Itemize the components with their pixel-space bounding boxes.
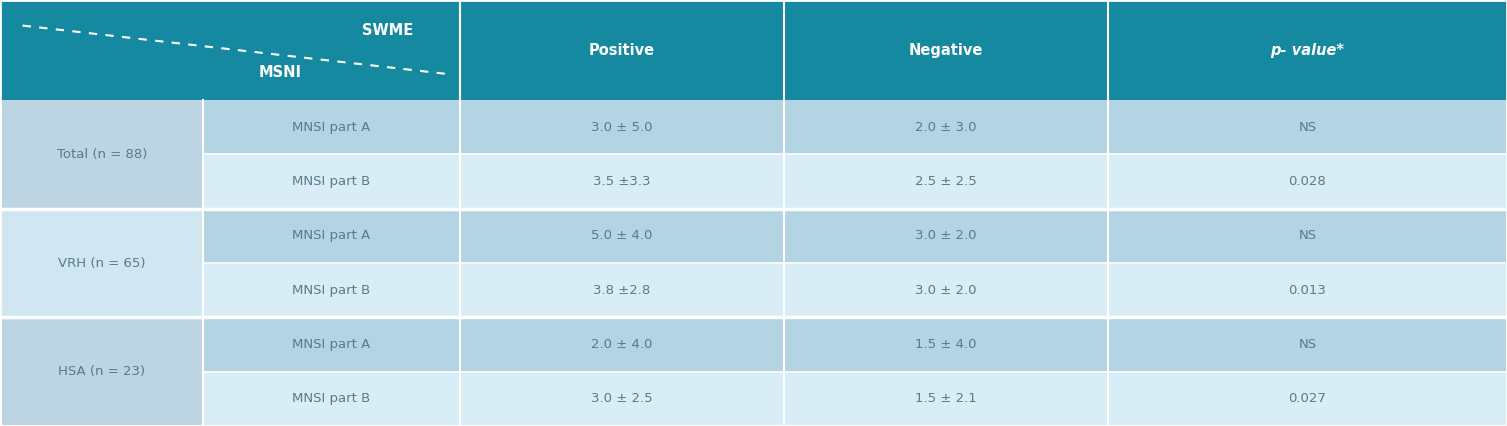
Text: MNSI part A: MNSI part A: [292, 338, 371, 351]
Text: NS: NS: [1298, 338, 1317, 351]
Text: MSNI: MSNI: [259, 65, 301, 80]
Bar: [0, 209, 203, 263]
Bar: [0, 155, 203, 209]
Text: SWME: SWME: [362, 23, 413, 37]
Text: 3.0 ± 5.0: 3.0 ± 5.0: [591, 121, 653, 134]
Text: MNSI part A: MNSI part A: [292, 229, 371, 242]
Text: 1.5 ± 4.0: 1.5 ± 4.0: [915, 338, 977, 351]
Bar: [203, 371, 1507, 426]
Text: NS: NS: [1298, 121, 1317, 134]
Text: 2.0 ± 4.0: 2.0 ± 4.0: [591, 338, 653, 351]
Text: 0.027: 0.027: [1288, 392, 1326, 406]
Text: Negative: Negative: [909, 43, 983, 58]
Text: 2.0 ± 3.0: 2.0 ± 3.0: [915, 121, 977, 134]
Text: Positive: Positive: [589, 43, 654, 58]
Text: 2.5 ± 2.5: 2.5 ± 2.5: [915, 175, 977, 188]
Text: MNSI part A: MNSI part A: [292, 121, 371, 134]
Bar: [0, 263, 203, 317]
Bar: [203, 100, 1507, 155]
Text: 1.5 ± 2.1: 1.5 ± 2.1: [915, 392, 977, 406]
Text: 3.0 ± 2.0: 3.0 ± 2.0: [915, 284, 977, 297]
Bar: [203, 263, 1507, 317]
Text: MNSI part B: MNSI part B: [292, 284, 371, 297]
Text: 0.013: 0.013: [1288, 284, 1326, 297]
Text: 3.8 ±2.8: 3.8 ±2.8: [594, 284, 650, 297]
Text: NS: NS: [1298, 229, 1317, 242]
Bar: [203, 209, 1507, 263]
Text: HSA (n = 23): HSA (n = 23): [59, 365, 145, 378]
Bar: [203, 155, 1507, 209]
Text: Total (n = 88): Total (n = 88): [57, 148, 146, 161]
Text: p- value*: p- value*: [1270, 43, 1344, 58]
Text: 3.0 ± 2.5: 3.0 ± 2.5: [591, 392, 653, 406]
Text: 3.5 ±3.3: 3.5 ±3.3: [592, 175, 651, 188]
Text: VRH (n = 65): VRH (n = 65): [57, 256, 146, 270]
Bar: [0, 371, 203, 426]
Bar: [0, 0, 1507, 100]
Bar: [0, 100, 203, 155]
Text: 0.028: 0.028: [1288, 175, 1326, 188]
Text: MNSI part B: MNSI part B: [292, 392, 371, 406]
Bar: [0, 317, 203, 371]
Bar: [203, 317, 1507, 371]
Text: MNSI part B: MNSI part B: [292, 175, 371, 188]
Text: 3.0 ± 2.0: 3.0 ± 2.0: [915, 229, 977, 242]
Text: 5.0 ± 4.0: 5.0 ± 4.0: [591, 229, 653, 242]
